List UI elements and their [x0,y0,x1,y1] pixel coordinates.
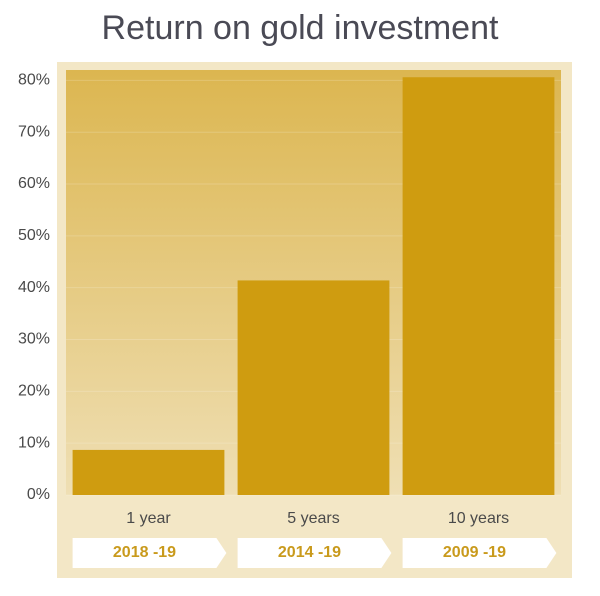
y-tick-label: 0% [27,486,50,503]
y-tick-label: 70% [18,123,50,140]
y-tick-label: 50% [18,227,50,244]
bar [237,280,390,495]
period-label: 2009 -19 [443,544,506,561]
x-tick-label: 1 year [126,510,171,527]
period-tag [72,538,227,568]
period-label: 2018 -19 [113,544,176,561]
y-tick-label: 40% [18,279,50,296]
period-tag [402,538,557,568]
y-tick-label: 20% [18,383,50,400]
bar [402,77,555,495]
y-tick-label: 30% [18,331,50,348]
period-label: 2014 -19 [278,544,341,561]
y-tick-label: 10% [18,434,50,451]
period-tag [237,538,392,568]
chart-title: Return on gold investment [102,9,499,47]
y-tick-label: 60% [18,175,50,192]
x-tick-label: 5 years [287,510,339,527]
bar [72,449,225,495]
y-tick-label: 80% [18,72,50,89]
x-tick-label: 10 years [448,510,509,527]
